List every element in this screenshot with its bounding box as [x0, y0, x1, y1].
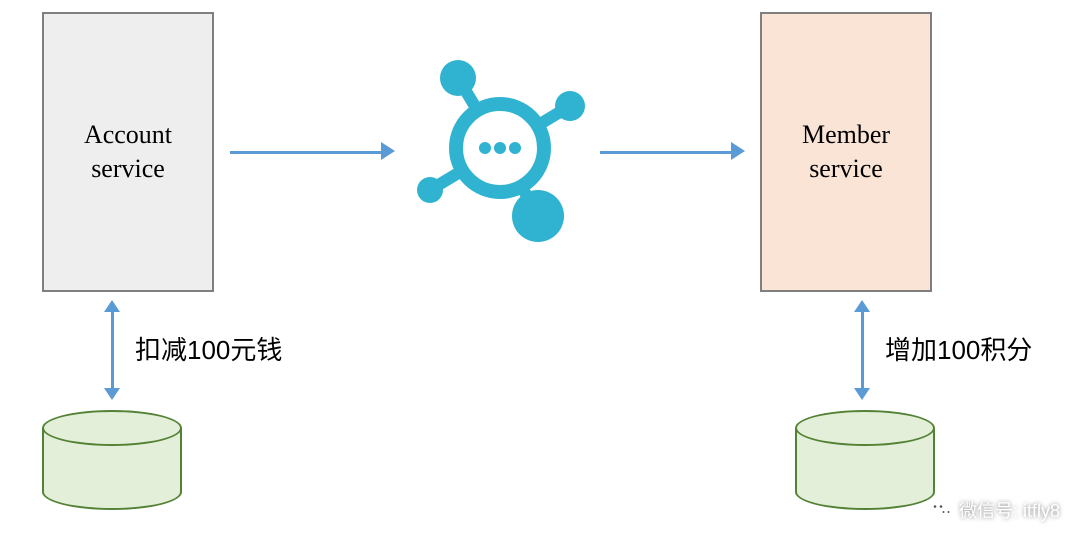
member-service-label: Member service: [802, 118, 890, 186]
deduct-label: 扣减100元钱: [135, 330, 282, 367]
watermark: 微信号: itfly8: [929, 497, 1060, 523]
account-service-label: Account service: [84, 118, 172, 186]
watermark-text: 微信号: itfly8: [959, 497, 1060, 523]
wechat-icon: [929, 499, 953, 521]
add-label: 增加100积分: [885, 330, 1032, 367]
member-service-box: Member service: [760, 12, 932, 292]
account-database-icon: [42, 410, 182, 510]
message-hub-icon: [400, 48, 600, 253]
member-database-icon: [795, 410, 935, 510]
account-service-box: Account service: [42, 12, 214, 292]
